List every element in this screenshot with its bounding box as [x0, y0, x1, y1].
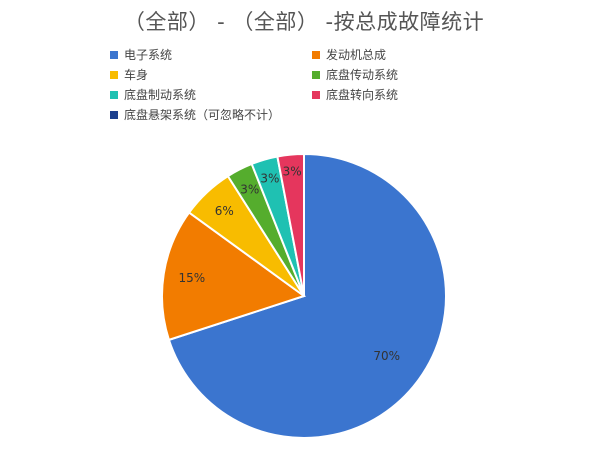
pie-slice-label: 3% — [240, 183, 259, 197]
legend-swatch — [110, 110, 118, 119]
pie-slice — [276, 152, 305, 297]
legend-swatch — [312, 90, 320, 99]
pie-slice — [161, 211, 307, 342]
legend-label: 底盘转向系统 — [326, 88, 399, 102]
legend-label: 车身 — [124, 68, 149, 82]
legend-label: 底盘悬架系统（可忽略不计） — [124, 108, 281, 122]
legend-item: 底盘制动系统 — [110, 86, 196, 103]
legend-label: 底盘传动系统 — [326, 68, 399, 82]
pie-slice-label: 70% — [373, 349, 400, 363]
legend-item: 电子系统 — [110, 46, 172, 63]
legend: 电子系统 发动机总成车身 底盘传动系统底盘制动系统 底盘转向系统底盘悬架系统（可忽略不… — [0, 0, 608, 150]
legend-swatch — [312, 50, 320, 59]
legend-item: 底盘传动系统 — [312, 66, 398, 83]
pie-slice-label: 15% — [178, 271, 205, 285]
legend-swatch — [110, 70, 118, 79]
pie-slice — [167, 152, 447, 439]
pie-slice-label: 6% — [215, 204, 234, 218]
chart-title: （全部） - （全部） -按总成故障统计 — [123, 10, 485, 34]
legend-item: 底盘悬架系统（可忽略不计） — [110, 106, 280, 123]
legend-label: 底盘制动系统 — [124, 88, 197, 102]
legend-swatch — [312, 70, 320, 79]
legend-label: 电子系统 — [124, 48, 173, 62]
pie-slice-label: 3% — [283, 165, 302, 179]
legend-item: 发动机总成 — [312, 46, 386, 63]
legend-swatch — [110, 50, 118, 59]
legend-item: 底盘转向系统 — [312, 86, 398, 103]
legend-item: 车身 — [110, 66, 148, 83]
legend-label: 发动机总成 — [326, 48, 387, 62]
legend-swatch — [110, 90, 118, 99]
pie-slice-label: 3% — [260, 172, 279, 186]
